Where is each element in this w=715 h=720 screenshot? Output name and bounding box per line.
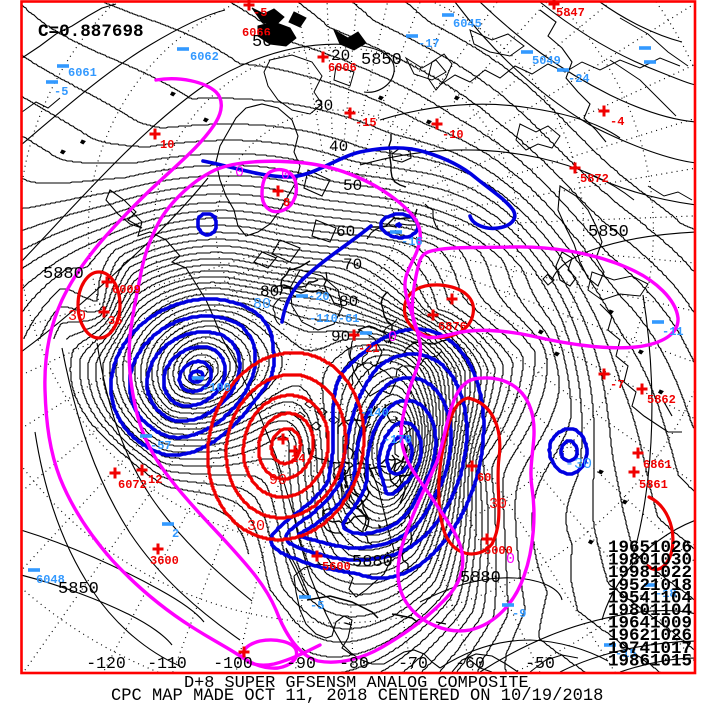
svg-text:-60: -60 [455,654,485,673]
svg-text:-140: -140 [360,406,389,420]
svg-text:5880: 5880 [352,553,393,572]
svg-text:-5: -5 [310,599,324,613]
svg-text:5850: 5850 [58,580,99,599]
svg-text:14: 14 [291,452,305,466]
svg-text:-120: -120 [86,654,126,673]
svg-text:5847: 5847 [556,6,585,20]
svg-text:6061: 6061 [68,66,97,80]
svg-text:6009: 6009 [112,283,141,297]
svg-text:5861: 5861 [639,478,668,492]
svg-text:0: 0 [506,551,515,568]
svg-text:5600: 5600 [322,560,351,574]
svg-text:-24: -24 [568,72,590,86]
svg-text:-5: -5 [54,85,68,99]
svg-text:-50: -50 [525,654,555,673]
svg-text:5880: 5880 [460,569,501,588]
svg-text:6876: 6876 [438,320,467,334]
svg-text:8: 8 [283,196,290,210]
svg-text:0: 0 [235,164,244,181]
svg-text:19861015: 19861015 [608,651,692,671]
svg-text:5049: 5049 [532,54,561,68]
svg-text:-7: -7 [610,378,624,392]
svg-text:30: 30 [68,308,86,325]
svg-text:0: 0 [281,167,290,184]
svg-text:5872: 5872 [580,172,609,186]
svg-text:30: 30 [247,518,265,535]
svg-text:-80: -80 [339,654,369,673]
svg-text:-11: -11 [662,325,684,339]
svg-text:60: 60 [336,223,355,241]
svg-text:80: 80 [253,296,271,313]
svg-text:-17: -17 [418,37,440,51]
svg-text:-10: -10 [442,128,464,142]
svg-text:-110: -110 [147,654,187,673]
svg-text:5850: 5850 [361,51,402,70]
svg-text:-70: -70 [398,654,428,673]
svg-text:50: 50 [252,33,272,52]
svg-text:80: 80 [339,293,358,311]
svg-text:5880: 5880 [43,265,84,284]
svg-text:20: 20 [331,47,350,65]
svg-text:70: 70 [343,256,362,274]
svg-text:C=0.887698: C=0.887698 [38,22,144,42]
svg-text:6072: 6072 [118,478,147,492]
svg-text:-16: -16 [401,235,423,249]
svg-text:90: 90 [269,472,287,489]
svg-text:90: 90 [331,328,350,346]
svg-text:-15: -15 [355,116,377,130]
svg-text:-57: -57 [150,439,172,453]
svg-text:50: 50 [343,177,362,195]
svg-text:3600: 3600 [150,554,179,568]
svg-text:5862: 5862 [647,393,676,407]
svg-text:CPC MAP MADE OCT 11, 2018 CENT: CPC MAP MADE OCT 11, 2018 CENTERED ON 10… [111,687,603,706]
svg-text:-30: -30 [565,456,592,473]
svg-text:-90: -90 [286,654,316,673]
svg-text:36: 36 [108,314,122,328]
svg-text:5850: 5850 [588,223,629,242]
svg-text:-110-61: -110-61 [309,312,359,326]
svg-text:-100: -100 [213,654,253,673]
svg-text:12: 12 [148,473,162,487]
svg-text:-4: -4 [610,115,624,129]
svg-text:6062: 6062 [190,50,219,64]
svg-text:2: 2 [172,527,179,541]
svg-text:-100: -100 [202,381,231,395]
svg-text:30: 30 [489,496,507,513]
svg-text:30: 30 [314,97,333,115]
svg-text:-21: -21 [358,342,380,356]
svg-text:-9: -9 [512,607,526,621]
svg-text:-5: -5 [253,6,267,20]
svg-text:6861: 6861 [643,458,672,472]
svg-text:-170: -170 [383,433,412,447]
svg-text:60: 60 [477,471,491,485]
svg-text:10: 10 [160,138,174,152]
svg-text:40: 40 [329,138,348,156]
svg-text:6045: 6045 [453,17,482,31]
svg-text:-20: -20 [308,290,330,304]
svg-text:0: 0 [388,329,397,346]
